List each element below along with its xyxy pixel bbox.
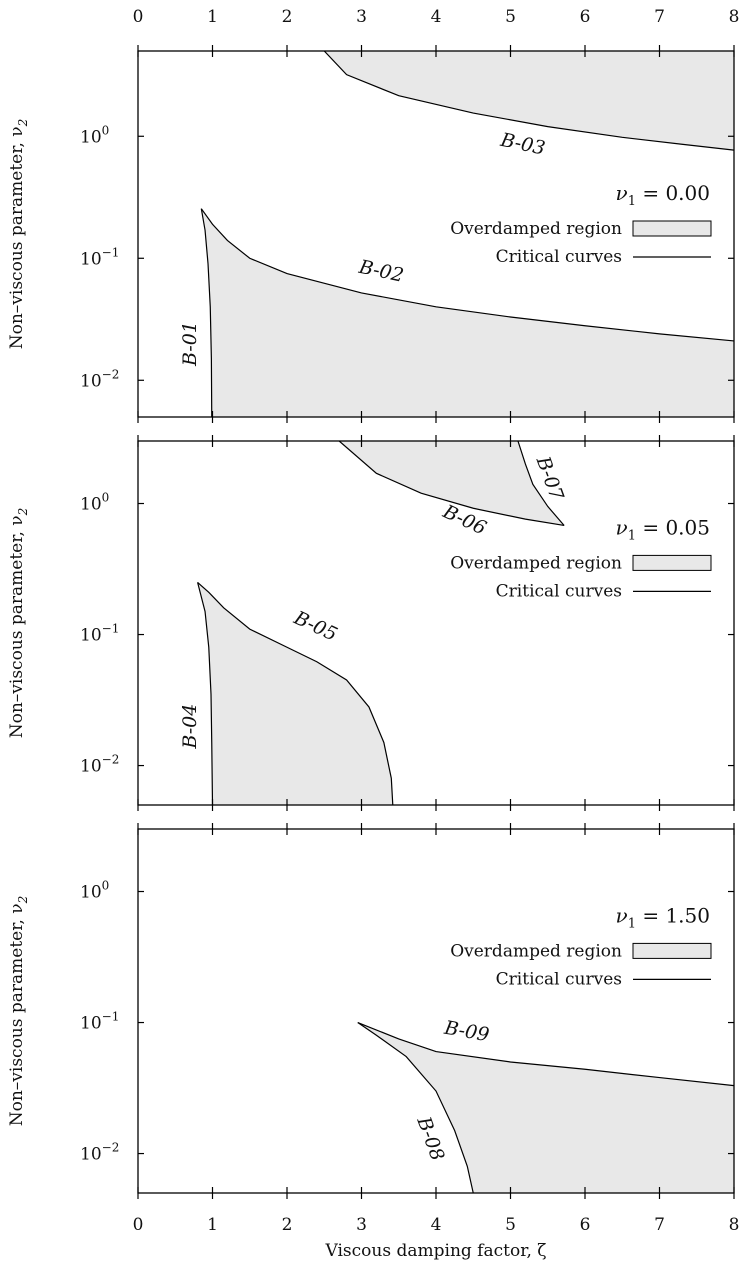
critical-curve-b-05 (197, 581, 394, 805)
y-tick-label: 10−1 (80, 245, 119, 269)
critical-curve-b-07 (517, 441, 565, 526)
x-tick-label-top: 7 (654, 7, 665, 27)
x-axis-label: Viscous damping factor, ζ (325, 1241, 547, 1261)
y-tick-label: 10−2 (80, 367, 119, 391)
x-tick-label-bottom: 0 (133, 1215, 144, 1235)
panel-title: ν1 = 1.50 (616, 903, 710, 931)
y-axis-label: Non–viscous parameter, ν2 (7, 508, 30, 739)
panel-title: ν1 = 0.00 (616, 181, 710, 209)
panel-title: ν1 = 0.05 (616, 515, 710, 543)
plot-area (357, 1021, 734, 1193)
legend-curve-label: Critical curves (496, 969, 622, 989)
critical-curve-b-08 (357, 1022, 474, 1193)
y-tick-label: 10−2 (80, 753, 119, 777)
y-tick-label: 100 (80, 123, 109, 147)
y-tick-label: 100 (80, 491, 109, 515)
critical-curve-b-02 (200, 208, 734, 342)
critical-curve-b-06 (338, 441, 565, 527)
plot-area (200, 51, 734, 417)
overdamped-region (197, 582, 393, 805)
legend-curve-label: Critical curves (496, 581, 622, 601)
legend-region-label: Overdamped region (450, 219, 622, 239)
x-tick-label-top: 2 (282, 7, 293, 27)
plot-area (197, 441, 565, 805)
overdamped-region (201, 208, 734, 417)
x-tick-label-bottom: 3 (356, 1215, 367, 1235)
x-tick-label-top: 0 (133, 7, 144, 27)
y-tick-label: 100 (80, 879, 109, 903)
x-tick-label-bottom: 2 (282, 1215, 293, 1235)
curve-label-b-04: B-04 (179, 704, 201, 750)
x-tick-label-top: 8 (729, 7, 739, 27)
y-tick-label: 10−1 (80, 1010, 119, 1034)
legend-curve-label: Critical curves (496, 247, 622, 267)
y-axis-label: Non–viscous parameter, ν2 (7, 896, 30, 1127)
overdamped-region (324, 51, 734, 151)
legend-region-swatch (632, 220, 712, 237)
y-axis-label: Non–viscous parameter, ν2 (7, 119, 30, 350)
y-tick-label: 10−1 (80, 622, 119, 646)
panel-3: 10−2 10−1 100 Non–viscous parameter, ν2 ν1 =… (7, 823, 735, 1199)
panel-2: 10−2 10−1 100 Non–viscous parameter, ν2 ν1 =… (7, 435, 735, 811)
curve-label-b-05: B-05 (290, 606, 341, 645)
x-tick-label-top: 1 (207, 7, 218, 27)
curve-label-b-09: B-09 (442, 1017, 491, 1047)
critical-curve-b-03 (323, 51, 734, 151)
overdamped-region (339, 441, 565, 526)
x-tick-label-top: 3 (356, 7, 367, 27)
y-tick-label: 10−2 (80, 1141, 119, 1165)
x-tick-label-bottom: 5 (505, 1215, 516, 1235)
curve-label-b-08: B-08 (412, 1113, 448, 1164)
x-tick-label-bottom: 6 (580, 1215, 591, 1235)
x-tick-label-top: 6 (580, 7, 591, 27)
overdamped-region (357, 1022, 734, 1193)
x-tick-label-bottom: 8 (729, 1215, 739, 1235)
critical-curve-b-04 (197, 582, 214, 805)
panel-1: 10−2 10−1 100 Non–viscous parameter, ν2 ν1 =… (7, 45, 735, 423)
x-tick-label-bottom: 1 (207, 1215, 218, 1235)
x-tick-label-top: 4 (431, 7, 442, 27)
x-tick-label-bottom: 4 (431, 1215, 442, 1235)
critical-curve-b-01 (200, 208, 213, 417)
curve-label-b-03: B-03 (498, 129, 547, 160)
legend-region-label: Overdamped region (450, 941, 622, 961)
curve-label-b-02: B-02 (356, 256, 405, 287)
legend-region-swatch (632, 942, 712, 959)
legend-region-label: Overdamped region (450, 553, 622, 573)
x-tick-label-bottom: 7 (654, 1215, 665, 1235)
x-tick-label-top: 5 (505, 7, 516, 27)
curve-label-b-01: B-01 (179, 321, 201, 367)
legend-region-swatch (632, 554, 712, 571)
critical-curve-b-09 (357, 1021, 734, 1087)
